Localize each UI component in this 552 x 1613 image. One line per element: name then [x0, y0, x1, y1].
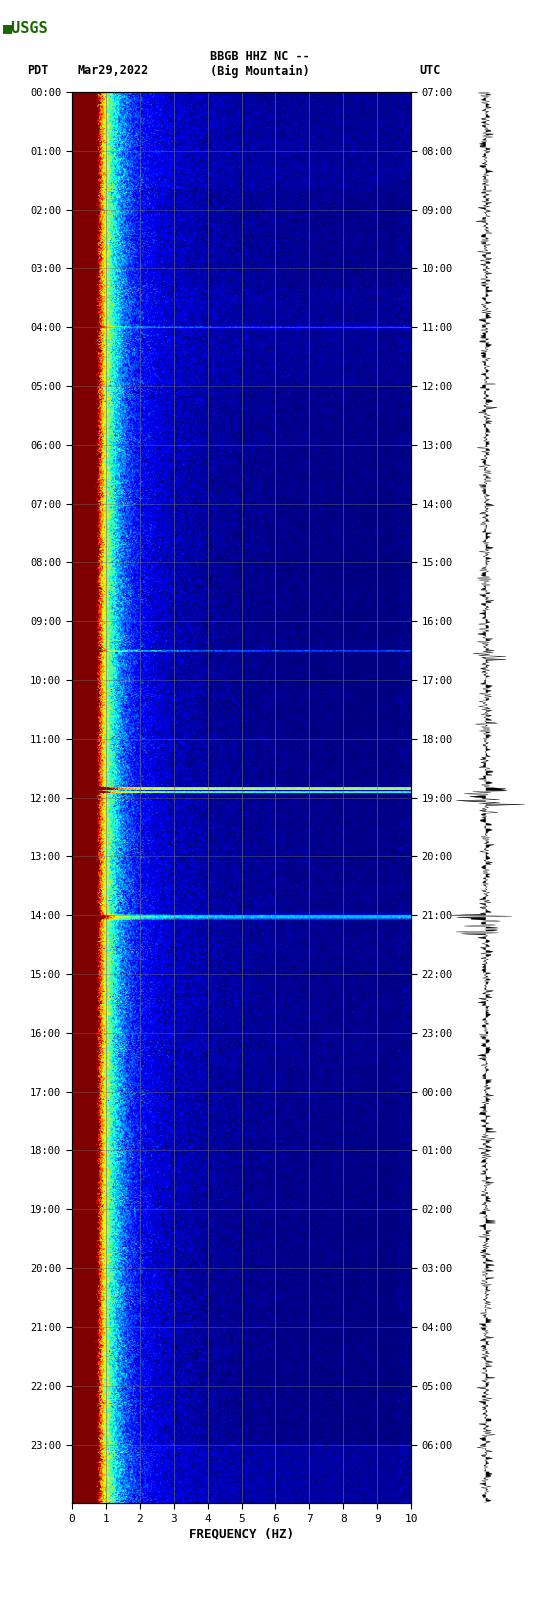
Text: (Big Mountain): (Big Mountain)	[210, 65, 309, 77]
X-axis label: FREQUENCY (HZ): FREQUENCY (HZ)	[189, 1528, 294, 1540]
Text: PDT: PDT	[28, 65, 49, 77]
Text: BBGB HHZ NC --: BBGB HHZ NC --	[210, 50, 309, 63]
Text: Mar29,2022: Mar29,2022	[77, 65, 148, 77]
Text: UTC: UTC	[420, 65, 441, 77]
Text: ■USGS: ■USGS	[3, 19, 49, 35]
